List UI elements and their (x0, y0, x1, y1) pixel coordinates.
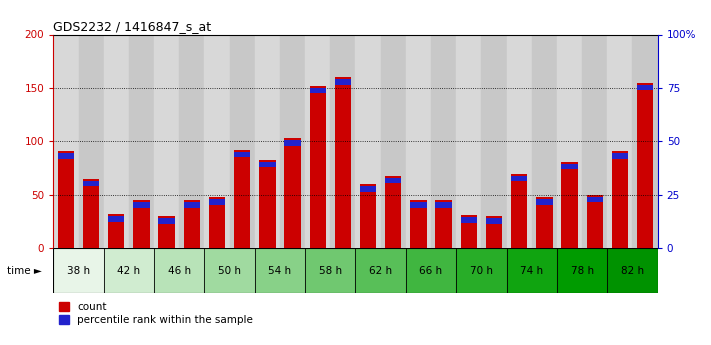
Text: 46 h: 46 h (168, 266, 191, 276)
Bar (129, 34, 154, 248)
Bar (331, 34, 356, 248)
Bar (159, 216, 175, 248)
Text: time ►: time ► (7, 266, 42, 276)
Bar (486, 216, 502, 248)
Bar (255, 248, 305, 293)
Bar (183, 203, 200, 208)
Text: 50 h: 50 h (218, 266, 241, 276)
Bar (284, 138, 301, 248)
Bar (456, 248, 506, 293)
Text: 82 h: 82 h (621, 266, 644, 276)
Bar (385, 178, 402, 183)
Bar (133, 203, 149, 208)
Bar (356, 34, 380, 248)
Bar (557, 34, 582, 248)
Bar (637, 85, 653, 90)
Legend: count, percentile rank within the sample: count, percentile rank within the sample (58, 302, 253, 325)
Bar (183, 200, 200, 248)
Bar (511, 176, 528, 181)
Bar (309, 86, 326, 248)
Bar (335, 79, 351, 85)
Bar (562, 164, 578, 169)
Bar (536, 197, 552, 248)
Bar (380, 34, 406, 248)
Bar (607, 34, 633, 248)
Text: GDS2232 / 1416847_s_at: GDS2232 / 1416847_s_at (53, 20, 211, 33)
Bar (611, 153, 628, 159)
Bar (557, 248, 607, 293)
Bar (230, 34, 255, 248)
Bar (406, 248, 456, 293)
Text: 38 h: 38 h (67, 266, 90, 276)
Bar (159, 218, 175, 224)
Bar (58, 153, 74, 159)
Bar (385, 176, 402, 248)
Bar (587, 195, 603, 248)
Bar (435, 203, 451, 208)
Bar (280, 34, 305, 248)
Bar (255, 34, 280, 248)
Bar (58, 151, 74, 248)
Bar (234, 150, 250, 248)
Bar (209, 199, 225, 205)
Text: 78 h: 78 h (570, 266, 594, 276)
Bar (461, 217, 477, 223)
Text: 58 h: 58 h (319, 266, 342, 276)
Bar (406, 34, 431, 248)
Bar (83, 181, 100, 186)
Bar (536, 199, 552, 205)
Bar (284, 140, 301, 146)
Bar (108, 216, 124, 221)
Bar (633, 34, 658, 248)
Bar (309, 88, 326, 93)
Bar (133, 200, 149, 248)
Bar (637, 82, 653, 248)
Bar (104, 248, 154, 293)
Text: 70 h: 70 h (470, 266, 493, 276)
Bar (611, 151, 628, 248)
Bar (205, 248, 255, 293)
Bar (511, 174, 528, 248)
Text: 66 h: 66 h (419, 266, 443, 276)
Bar (360, 186, 376, 192)
Bar (104, 34, 129, 248)
Bar (154, 34, 179, 248)
Bar (435, 200, 451, 248)
Text: 54 h: 54 h (268, 266, 292, 276)
Bar (486, 218, 502, 224)
Bar (481, 34, 506, 248)
Bar (209, 197, 225, 248)
Bar (205, 34, 230, 248)
Bar (587, 197, 603, 203)
Bar (582, 34, 607, 248)
Bar (461, 215, 477, 248)
Bar (179, 34, 205, 248)
Bar (83, 179, 100, 248)
Bar (356, 248, 406, 293)
Bar (108, 214, 124, 248)
Text: 62 h: 62 h (369, 266, 392, 276)
Bar (305, 248, 356, 293)
Bar (456, 34, 481, 248)
Bar (410, 203, 427, 208)
Bar (562, 162, 578, 248)
Bar (360, 184, 376, 248)
Text: 74 h: 74 h (520, 266, 543, 276)
Bar (506, 248, 557, 293)
Bar (532, 34, 557, 248)
Bar (53, 34, 78, 248)
Text: 42 h: 42 h (117, 266, 141, 276)
Bar (234, 152, 250, 157)
Bar (335, 77, 351, 248)
Bar (53, 248, 104, 293)
Bar (78, 34, 104, 248)
Bar (410, 200, 427, 248)
Bar (305, 34, 331, 248)
Bar (260, 162, 276, 167)
Bar (506, 34, 532, 248)
Bar (260, 160, 276, 248)
Bar (607, 248, 658, 293)
Bar (154, 248, 205, 293)
Bar (431, 34, 456, 248)
